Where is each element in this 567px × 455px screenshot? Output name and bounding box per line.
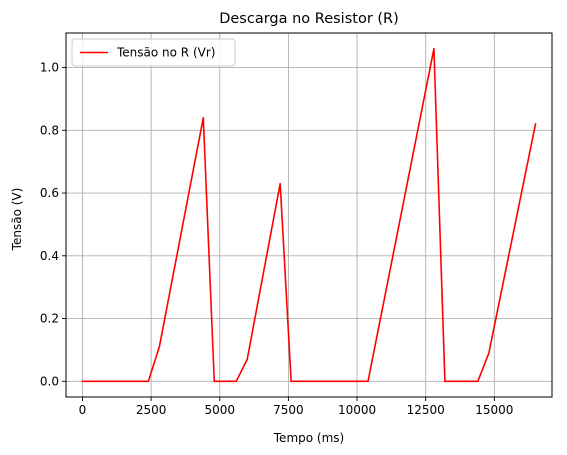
y-tick-label: 0.8: [40, 123, 59, 137]
plot-area-frame: [65, 32, 553, 398]
legend-label: Tensão no R (Vr): [116, 46, 215, 60]
series-line-0: [81, 47, 537, 383]
chart-title: Descarga no Resistor (R): [219, 11, 399, 27]
y-tick-label: 0.6: [40, 186, 59, 200]
tick-layer: 0 2500 5000 7500 10000 12500 15000 0.0 0.2 0.4 0.6…: [40, 61, 514, 417]
y-axis-label: Tensão (V): [10, 188, 24, 252]
x-tick-label: 10000: [338, 403, 376, 417]
x-tick-label: 0: [79, 403, 87, 417]
x-axis-label: Tempo (ms): [273, 431, 344, 445]
x-tick-label: 15000: [475, 403, 513, 417]
y-tick-label: 0.4: [40, 249, 59, 263]
x-tick-label: 2500: [136, 403, 167, 417]
x-tick-label: 12500: [407, 403, 445, 417]
legend: Tensão no R (Vr): [71, 38, 236, 67]
legend-box: [71, 38, 236, 67]
x-tick-label: 5000: [204, 403, 235, 417]
y-tick-label: 1.0: [40, 61, 59, 75]
x-tick-label: 7500: [273, 403, 304, 417]
y-tick-label: 0.0: [40, 374, 59, 388]
y-tick-label: 0.2: [40, 312, 59, 326]
series-layer: [81, 47, 537, 383]
